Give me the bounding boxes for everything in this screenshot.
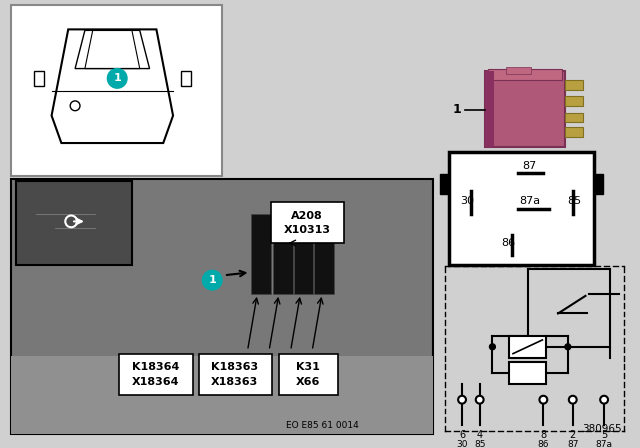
- Text: 30: 30: [456, 440, 468, 448]
- Text: 87a: 87a: [596, 440, 612, 448]
- Text: 30: 30: [460, 196, 474, 206]
- Text: X10313: X10313: [284, 225, 331, 235]
- Bar: [294, 214, 313, 294]
- Text: A208: A208: [291, 211, 323, 220]
- Bar: [279, 353, 338, 395]
- Text: 6: 6: [459, 430, 465, 440]
- Bar: [565, 112, 582, 122]
- Bar: [12, 356, 433, 434]
- Text: X66: X66: [296, 377, 321, 387]
- Text: EO E85 61 0014: EO E85 61 0014: [287, 421, 359, 430]
- Bar: [488, 69, 562, 80]
- Text: 4: 4: [477, 430, 483, 440]
- Text: 1: 1: [113, 73, 121, 83]
- Bar: [273, 214, 292, 294]
- Circle shape: [540, 396, 547, 404]
- Bar: [565, 127, 582, 137]
- Bar: [198, 353, 272, 395]
- Text: X18363: X18363: [211, 377, 259, 387]
- Bar: [509, 362, 547, 384]
- Bar: [314, 214, 333, 294]
- Text: 87: 87: [522, 160, 537, 171]
- Text: K18363: K18363: [211, 362, 259, 372]
- Circle shape: [600, 396, 608, 404]
- Bar: [509, 336, 547, 358]
- Bar: [181, 70, 191, 86]
- Circle shape: [565, 344, 571, 350]
- Bar: [449, 152, 595, 264]
- Text: 87: 87: [567, 440, 579, 448]
- Text: 86: 86: [538, 440, 549, 448]
- Bar: [506, 67, 531, 74]
- Circle shape: [202, 271, 222, 290]
- Text: K18364: K18364: [132, 362, 179, 372]
- Text: 85: 85: [568, 196, 582, 206]
- Bar: [484, 70, 565, 147]
- Text: 5: 5: [601, 430, 607, 440]
- Bar: [565, 96, 582, 106]
- Text: 85: 85: [474, 440, 485, 448]
- Text: 2: 2: [570, 430, 576, 440]
- Text: K31: K31: [296, 362, 320, 372]
- Circle shape: [458, 396, 466, 404]
- Text: 380965: 380965: [582, 424, 621, 434]
- Text: 87a: 87a: [519, 196, 540, 206]
- Circle shape: [569, 396, 577, 404]
- Bar: [16, 181, 132, 264]
- Text: 8: 8: [540, 430, 547, 440]
- Bar: [119, 353, 193, 395]
- Text: 86: 86: [501, 238, 515, 248]
- Text: 1: 1: [209, 275, 216, 285]
- Text: X18364: X18364: [132, 377, 179, 387]
- Bar: [484, 70, 494, 147]
- Bar: [34, 70, 44, 86]
- Bar: [271, 202, 344, 243]
- Circle shape: [476, 396, 484, 404]
- Bar: [595, 174, 603, 194]
- Bar: [252, 214, 271, 294]
- Bar: [12, 5, 222, 177]
- Bar: [440, 174, 449, 194]
- Circle shape: [490, 344, 495, 350]
- Circle shape: [108, 69, 127, 88]
- Bar: [12, 179, 433, 434]
- Text: 1: 1: [452, 103, 461, 116]
- Bar: [565, 80, 582, 90]
